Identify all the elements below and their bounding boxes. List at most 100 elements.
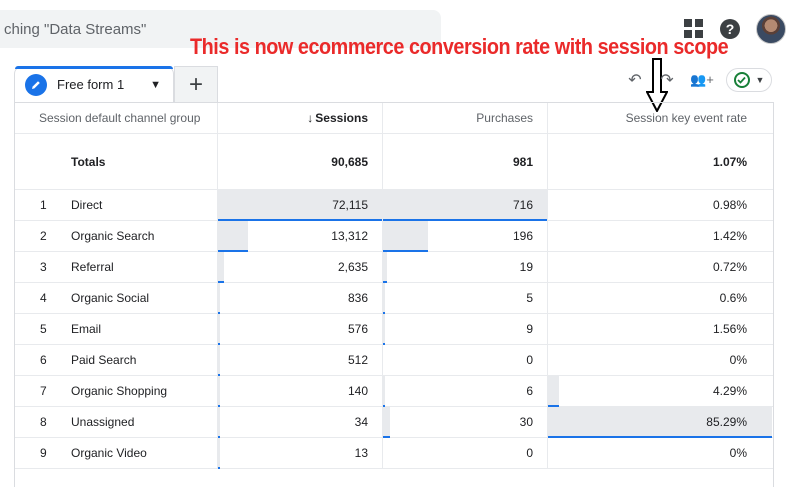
bar-underline [383,405,385,407]
apps-icon[interactable] [684,19,704,39]
channel-name: Organic Shopping [71,384,168,398]
rate-cell-value: 4.29% [712,384,747,398]
table-row[interactable]: 4 Organic Social 836 5 0.6% [15,283,773,314]
totals-row: Totals 90,685 981 1.07% [15,134,773,190]
table-row[interactable]: 3 Referral 2,635 19 0.72% [15,252,773,283]
totals-purchases: 981 [383,134,548,189]
share-icon[interactable]: 👥+ [690,72,714,87]
sessions-cell: 140 [218,376,383,407]
row-rank: 9 [40,446,47,460]
totals-sessions: 90,685 [218,134,383,189]
purchases-cell: 196 [383,221,548,252]
bar-underline [548,405,559,407]
sessions-cell-value: 34 [354,415,368,429]
top-icons: ? [684,14,786,44]
rate-cell-value: 0% [729,446,747,460]
channel-name: Unassigned [71,415,135,429]
row-rank: 4 [40,291,47,305]
rate-cell: 0% [548,438,773,468]
rate-cell: 4.29% [548,376,773,407]
purchases-cell: 0 [383,345,548,375]
check-circle-icon [733,72,750,88]
purchases-cell-value: 30 [519,415,533,429]
rate-cell-value: 0% [729,353,747,367]
bar-fill [218,190,382,220]
data-table: Session default channel group ↓ Sessions … [14,102,774,487]
sort-desc-icon: ↓ [307,111,314,125]
table-row[interactable]: 6 Paid Search 512 0 0% [15,345,773,376]
undo-icon[interactable]: ↶ [628,72,642,89]
sessions-cell: 512 [218,345,383,376]
channel-name: Organic Social [71,291,150,305]
channel-cell: 9 Organic Video [15,438,218,468]
rate-cell: 0.98% [548,190,773,220]
bar-underline [218,281,224,283]
sessions-cell-value: 2,635 [337,260,368,274]
table-row[interactable]: 2 Organic Search 13,312 196 1.42% [15,221,773,252]
table-row[interactable]: 8 Unassigned 34 30 85.29% [15,407,773,438]
bar-fill [383,252,387,282]
purchases-cell-value: 5 [526,291,533,305]
rate-cell: 1.42% [548,221,773,251]
channel-cell: 2 Organic Search [15,221,218,251]
tab-label: Free form 1 [57,77,125,92]
bar-fill [548,376,559,406]
bar-underline [383,312,385,314]
table-row[interactable]: 9 Organic Video 13 0 0% [15,438,773,469]
bar-fill [383,190,547,220]
add-tab-button[interactable]: + [174,66,218,102]
header-sessions-label: Sessions [315,111,368,125]
search-text[interactable]: ching "Data Streams" [4,20,147,38]
help-icon[interactable]: ? [720,19,740,39]
row-rank: 5 [40,322,47,336]
rate-cell-value: 0.6% [719,291,747,305]
purchases-cell-value: 19 [519,260,533,274]
row-rank: 8 [40,415,47,429]
chevron-down-icon: ▼ [755,75,765,85]
sessions-cell-value: 576 [347,322,368,336]
bar-fill [383,221,428,251]
search-bar[interactable]: ching "Data Streams" [0,10,441,48]
table-header: Session default channel group ↓ Sessions … [15,103,773,134]
header-rate[interactable]: Session key event rate [625,111,747,125]
bar-underline [218,436,220,438]
row-rank: 3 [40,260,47,274]
row-rank: 7 [40,384,47,398]
bar-underline [383,250,428,252]
channel-name: Referral [71,260,114,274]
caret-down-icon[interactable]: ▼ [150,78,161,91]
rate-cell: 85.29% [548,407,773,438]
bar-underline [218,250,248,252]
row-rank: 6 [40,353,47,367]
bar-fill [218,221,248,251]
table-row[interactable]: 1 Direct 72,115 716 0.98% [15,190,773,221]
bar-underline [383,219,547,221]
bar-underline [218,219,382,221]
header-purchases[interactable]: Purchases [383,103,548,133]
header-sessions[interactable]: ↓ Sessions [218,103,383,133]
status-pill[interactable]: ▼ [726,68,772,92]
bar-underline [548,436,772,438]
header-channel[interactable]: Session default channel group [15,103,218,133]
totals-rate: 1.07% [712,154,747,169]
table-row[interactable]: 5 Email 576 9 1.56% [15,314,773,345]
rate-cell-value: 85.29% [706,415,747,429]
redo-icon[interactable]: ↷ [660,72,674,89]
channel-name: Paid Search [71,353,137,367]
channel-name: Direct [71,198,103,212]
channel-cell: 1 Direct [15,190,218,220]
bar-underline [383,343,385,345]
rate-cell: 0% [548,345,773,375]
channel-cell: 5 Email [15,314,218,344]
channel-name: Organic Search [71,229,155,243]
bar-fill [218,283,220,313]
bar-fill [383,314,385,344]
purchases-cell-value: 9 [526,322,533,336]
bar-underline [383,436,390,438]
purchases-cell: 5 [383,283,548,314]
table-row[interactable]: 7 Organic Shopping 140 6 4.29% [15,376,773,407]
avatar[interactable] [756,14,786,44]
purchases-cell: 6 [383,376,548,407]
tab-free-form-1[interactable]: Free form 1 ▼ [14,66,174,102]
bar-fill [218,314,220,344]
